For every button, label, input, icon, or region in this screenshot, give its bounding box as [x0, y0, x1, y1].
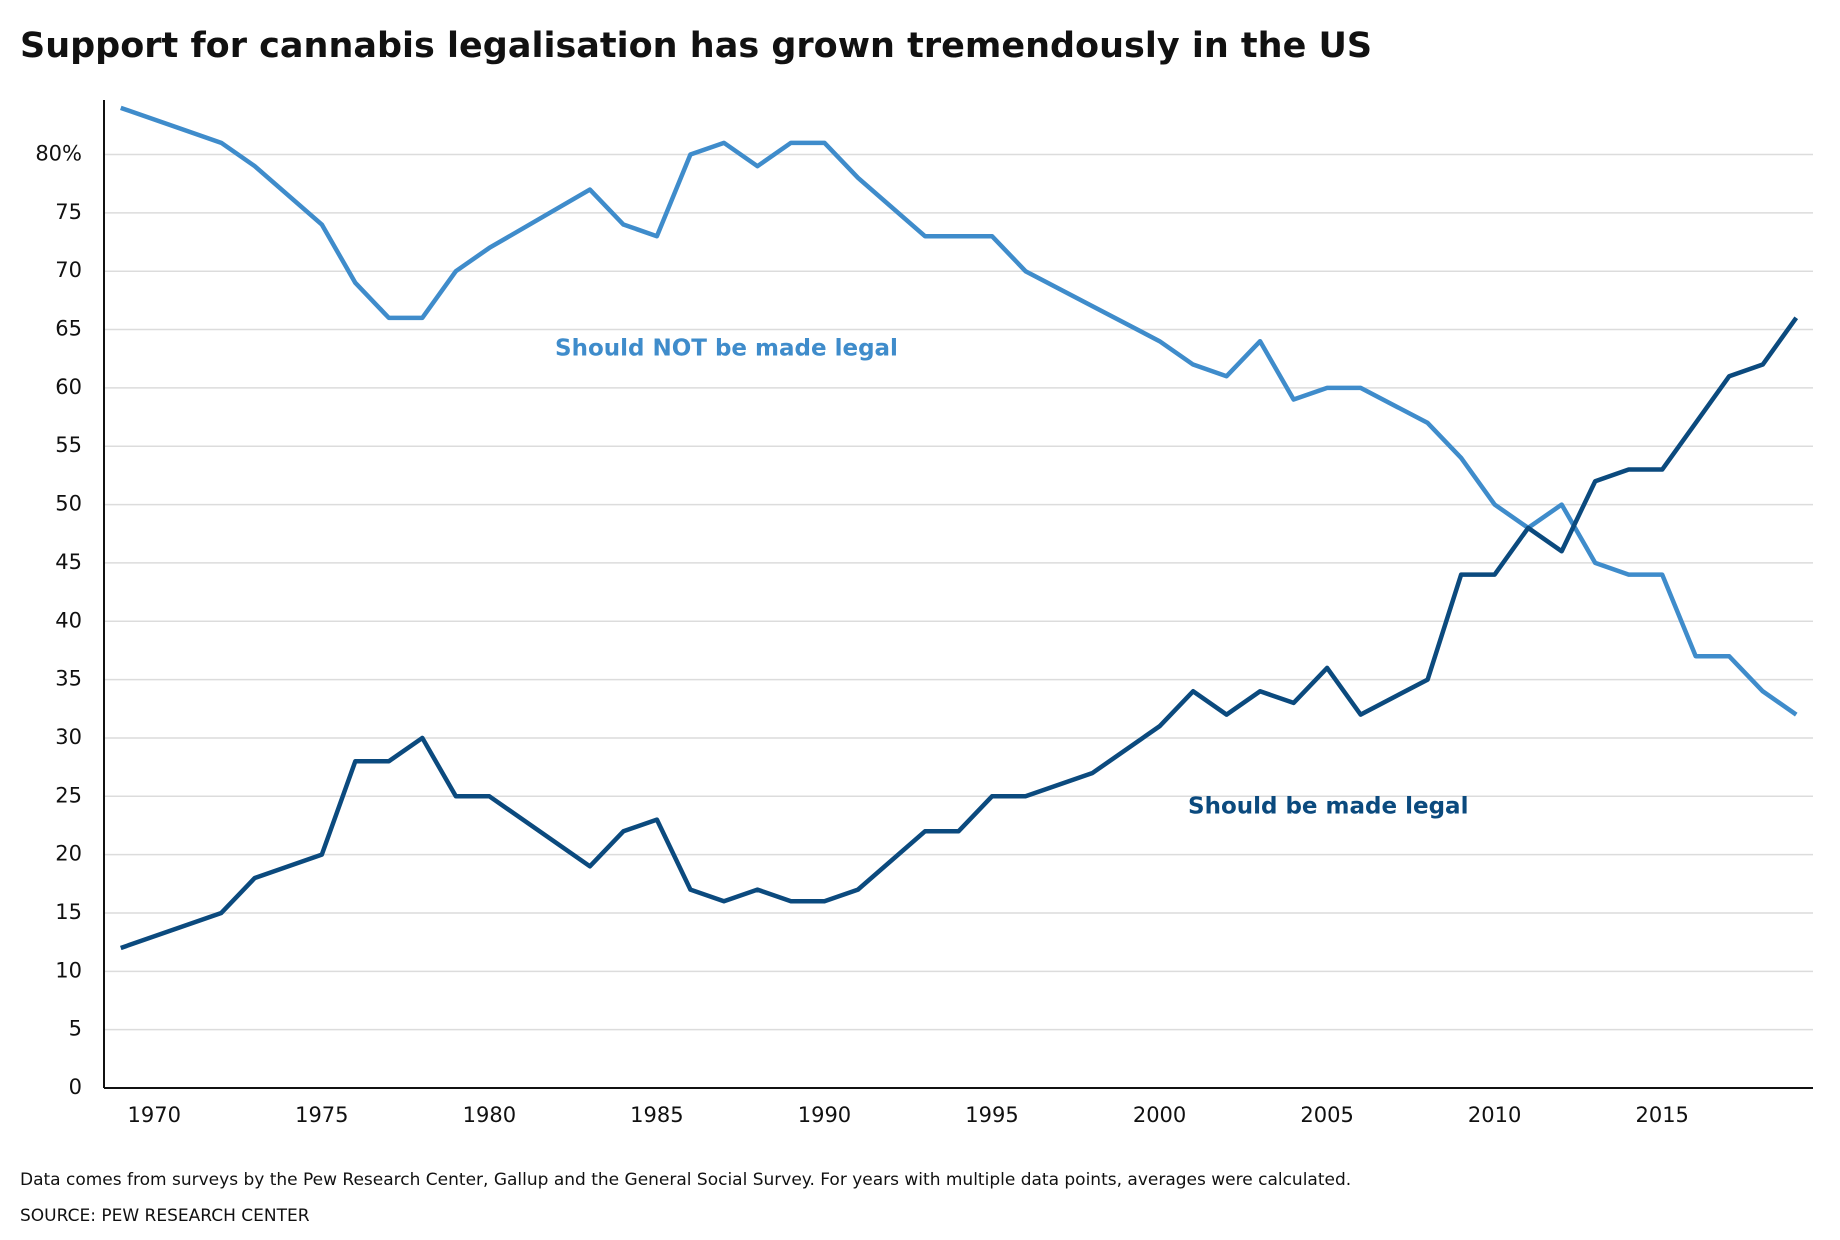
y-tick-label: 5 — [69, 1017, 82, 1041]
x-tick-label: 1975 — [295, 1103, 348, 1127]
y-tick-label: 10 — [55, 958, 82, 982]
x-tick-label: 1995 — [965, 1103, 1018, 1127]
x-tick-label: 1990 — [798, 1103, 851, 1127]
source: SOURCE: PEW RESEARCH CENTER — [20, 1206, 310, 1226]
footnote: Data comes from surveys by the Pew Resea… — [20, 1170, 1351, 1190]
x-tick-label: 2010 — [1468, 1103, 1521, 1127]
y-tick-label: 45 — [55, 550, 82, 574]
series-line — [120, 316, 1799, 951]
y-tick-label: 0 — [69, 1075, 82, 1099]
chart-title: Support for cannabis legalisation has gr… — [20, 26, 1372, 66]
y-tick-label: 25 — [55, 783, 82, 807]
y-tick-label: 30 — [55, 725, 82, 749]
x-tick-label: 2015 — [1635, 1103, 1688, 1127]
y-tick-label: 70 — [55, 258, 82, 282]
x-tick-label: 1970 — [128, 1103, 181, 1127]
x-tick-label: 1980 — [463, 1103, 516, 1127]
y-tick-label: 15 — [55, 900, 82, 924]
x-tick-label: 1985 — [630, 1103, 683, 1127]
x-tick-label: 2005 — [1300, 1103, 1353, 1127]
series-label: Should be made legal — [1188, 794, 1468, 820]
y-tick-label: 75 — [55, 200, 82, 224]
x-tick-label: 2000 — [1133, 1103, 1186, 1127]
y-tick-label: 20 — [55, 842, 82, 866]
y-tick-label: 50 — [55, 492, 82, 516]
series-line — [120, 105, 1798, 717]
y-tick-label: 65 — [55, 317, 82, 341]
y-tick-label: 35 — [55, 667, 82, 691]
y-tick-label: 40 — [55, 608, 82, 632]
y-tick-label: 60 — [55, 375, 82, 399]
y-tick-label: 80% — [35, 142, 82, 166]
y-tick-label: 55 — [55, 433, 82, 457]
series-label: Should NOT be made legal — [555, 336, 898, 362]
